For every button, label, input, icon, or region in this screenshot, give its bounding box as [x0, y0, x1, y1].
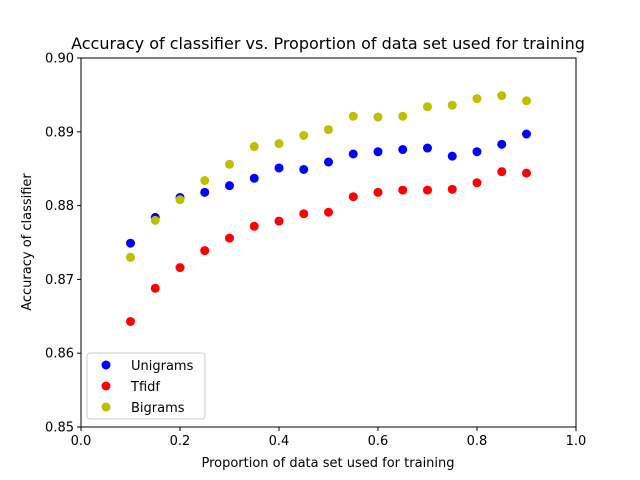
- data-point: [126, 316, 135, 326]
- data-point: [472, 147, 482, 157]
- data-point: [200, 187, 210, 197]
- legend-marker: [101, 360, 111, 370]
- data-point: [472, 94, 482, 104]
- data-point: [249, 221, 259, 231]
- data-point: [299, 164, 309, 174]
- data-point: [398, 145, 408, 155]
- x-tick-label: 0.4: [269, 434, 290, 449]
- x-tick-label: 0.2: [170, 434, 191, 449]
- data-point: [150, 283, 160, 293]
- y-tick-label: 0.89: [45, 125, 74, 140]
- plot-frame: [80, 57, 577, 428]
- legend-marker: [101, 402, 111, 412]
- data-point: [348, 111, 358, 121]
- x-tick-label: 0.0: [71, 434, 92, 449]
- data-point: [324, 125, 333, 135]
- data-point: [398, 111, 408, 121]
- legend-label: Unigrams: [131, 359, 194, 374]
- data-point: [398, 185, 408, 195]
- data-point: [249, 173, 259, 183]
- data-point: [274, 163, 284, 173]
- data-point: [447, 151, 457, 161]
- y-tick-label: 0.86: [45, 347, 74, 362]
- chart-title: Accuracy of classifier vs. Proportion of…: [71, 34, 585, 53]
- data-point: [175, 263, 185, 273]
- data-point: [274, 216, 284, 226]
- data-point: [522, 96, 531, 106]
- data-point: [447, 184, 457, 194]
- x-tick-label: 0.6: [368, 434, 389, 449]
- data-point: [423, 143, 432, 153]
- y-tick-label: 0.87: [45, 273, 74, 288]
- data-point: [447, 100, 457, 110]
- y-tick-label: 0.90: [45, 52, 74, 67]
- data-point: [274, 139, 284, 149]
- legend-box: [86, 352, 206, 420]
- x-axis-label: Proportion of data set used for training: [201, 456, 454, 471]
- legend-label: Tfidf: [130, 380, 160, 395]
- x-tick-label: 1.0: [566, 434, 587, 449]
- data-point: [373, 147, 383, 157]
- plot-area: 0.0 0.2 0.4 0.6 0.8 1.0 0.85 0.86 0.87 0.88 0.89 0.…: [45, 52, 586, 450]
- data-point: [225, 181, 234, 191]
- data-point: [225, 233, 234, 243]
- legend-marker: [101, 381, 111, 391]
- data-point: [150, 215, 160, 225]
- data-point: [200, 246, 210, 256]
- series-bigrams: [126, 91, 531, 262]
- data-point: [126, 252, 135, 262]
- y-tick-label: 0.88: [45, 199, 74, 214]
- data-point: [522, 129, 531, 139]
- legend-label: Bigrams: [131, 401, 185, 416]
- data-point: [522, 168, 531, 178]
- data-point: [373, 187, 383, 197]
- x-tick-label: 0.8: [467, 434, 488, 449]
- data-point: [324, 207, 333, 217]
- y-tick-label: 0.85: [45, 421, 74, 436]
- data-point: [423, 102, 432, 112]
- data-point: [348, 149, 358, 159]
- data-point: [200, 176, 210, 186]
- data-point: [249, 142, 259, 152]
- series-tfidf: [126, 167, 531, 326]
- data-point: [423, 185, 432, 195]
- data-point: [324, 157, 333, 167]
- data-point: [299, 209, 309, 219]
- data-point: [497, 139, 507, 149]
- data-point: [175, 195, 185, 205]
- data-point: [126, 238, 135, 248]
- data-point: [472, 178, 482, 188]
- data-point: [225, 159, 234, 169]
- data-point: [348, 192, 358, 202]
- data-point: [497, 91, 507, 101]
- data-point: [373, 112, 383, 122]
- data-point: [299, 130, 309, 140]
- data-point: [497, 167, 507, 177]
- y-axis-label: Accuracy of classifier: [20, 173, 35, 311]
